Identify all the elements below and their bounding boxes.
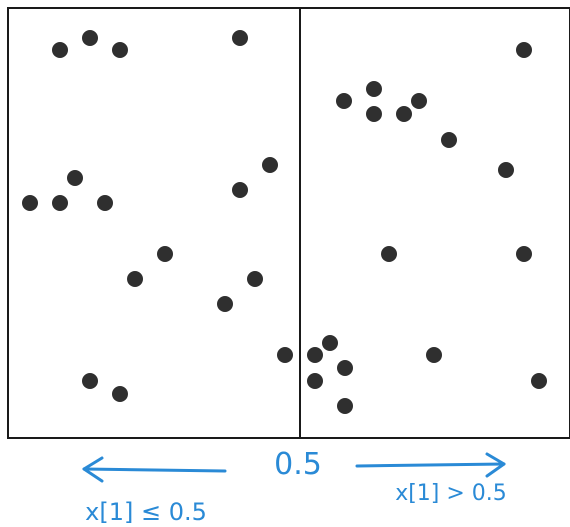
- right-arrow: [355, 452, 506, 478]
- data-point: [67, 170, 83, 186]
- data-point: [277, 347, 293, 363]
- split-value-label: 0.5: [274, 447, 322, 482]
- data-point: [336, 93, 352, 109]
- data-point: [381, 246, 397, 262]
- plot-frame: [7, 7, 570, 439]
- data-point: [52, 195, 68, 211]
- data-point: [127, 271, 143, 287]
- left-condition-label: x[1] ≤ 0.5: [85, 498, 207, 526]
- data-point: [366, 81, 382, 97]
- data-point: [217, 296, 233, 312]
- data-point: [498, 162, 514, 178]
- data-point: [411, 93, 427, 109]
- data-points: [22, 30, 547, 414]
- data-point: [322, 335, 338, 351]
- data-point: [232, 30, 248, 46]
- data-point: [97, 195, 113, 211]
- data-point: [157, 246, 173, 262]
- data-point: [531, 373, 547, 389]
- right-condition-label: x[1] > 0.5: [395, 481, 507, 506]
- data-point: [247, 271, 263, 287]
- left-arrow: [82, 456, 227, 483]
- data-point: [262, 157, 278, 173]
- data-point: [82, 373, 98, 389]
- data-point: [366, 106, 382, 122]
- data-point: [426, 347, 442, 363]
- data-point: [516, 246, 532, 262]
- data-point: [337, 360, 353, 376]
- data-point: [52, 42, 68, 58]
- data-point: [396, 106, 412, 122]
- data-point: [307, 373, 323, 389]
- data-point: [112, 42, 128, 58]
- data-point: [337, 398, 353, 414]
- data-point: [82, 30, 98, 46]
- data-point: [307, 347, 323, 363]
- data-point: [516, 42, 532, 58]
- data-point: [441, 132, 457, 148]
- data-point: [22, 195, 38, 211]
- data-point: [112, 386, 128, 402]
- data-point: [232, 182, 248, 198]
